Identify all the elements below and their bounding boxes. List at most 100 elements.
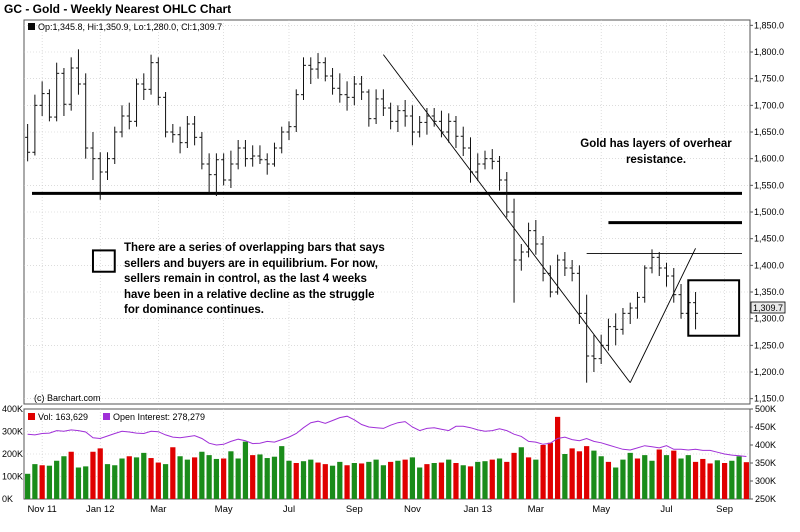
volume-bar: [286, 460, 292, 499]
volume-bar: [177, 456, 183, 499]
ohlc-bar: [271, 142, 277, 167]
ohlc-bar: [395, 105, 401, 132]
volume-bar: [54, 460, 60, 499]
volume-bar: [344, 465, 350, 499]
price-tick-label: 1,650.0: [754, 127, 784, 137]
decline-trendline: [383, 54, 631, 383]
ohlc-bar: [32, 94, 38, 156]
volume-bar: [315, 462, 321, 499]
volume-bar: [162, 464, 169, 499]
ohlc-bar: [134, 78, 140, 127]
volume-legend: Vol: 163,629 Open Interest: 278,279: [28, 412, 205, 422]
ohlc-bar: [351, 76, 357, 106]
volume-tick-label: 100K: [2, 472, 23, 482]
ohlc-bar: [257, 145, 263, 164]
oi-tick-label: 500K: [755, 404, 776, 414]
x-tick-label: Sep: [346, 504, 363, 515]
volume-tick-label: 0K: [2, 494, 13, 504]
open-interest-axis-ticks: 250K 300K 350K 400K 450K 500K: [750, 404, 776, 504]
oi-legend-label: Open Interest: 278,279: [113, 412, 205, 422]
x-axis-labels: Nov 11 Jan 12 Mar May Jul Sep Nov Jan 13 Mar May J…: [27, 504, 733, 515]
volume-bars: [25, 416, 749, 499]
ohlc-bar: [540, 236, 546, 282]
ohlc-bar: [235, 140, 241, 170]
ohlc-bar: [315, 53, 321, 79]
oi-tick-label: 300K: [755, 476, 776, 486]
ohlc-bar: [482, 150, 488, 170]
volume-bar: [199, 451, 205, 499]
ohlc-bar: [504, 172, 510, 218]
ohlc-bar: [279, 126, 285, 154]
ohlc-bar: [388, 102, 394, 130]
volume-bar: [409, 457, 416, 499]
ohlc-bar: [90, 132, 96, 180]
ohlc-bar: [373, 89, 379, 124]
ohlc-bar: [526, 222, 532, 258]
ohlc-bar: [576, 265, 582, 324]
volume-bar: [663, 455, 670, 499]
volume-tick-label: 300K: [2, 427, 23, 437]
volume-axis-ticks: 0K 100K 200K 300K 400K: [2, 404, 23, 504]
volume-bar: [562, 454, 568, 499]
ohlc-bar: [286, 121, 292, 140]
ohlc-header-marker: [28, 23, 35, 30]
ohlc-bar: [163, 92, 169, 138]
volume-bar: [366, 461, 372, 499]
ohlc-header: Op:1,345.8, Hi:1,350.9, Lo:1,280.0, Cl:1…: [38, 22, 222, 32]
ohlc-bar: [39, 81, 45, 116]
volume-bar: [736, 456, 742, 499]
volume-bar: [213, 458, 220, 499]
volume-bar: [453, 463, 459, 499]
ohlc-bar: [104, 152, 110, 180]
ohlc-bar: [693, 292, 699, 330]
ohlc-bar: [569, 260, 575, 282]
price-panel: 1,150.0 1,200.0 1,250.0 1,300.0 1,350.0 1,400…: [23, 19, 786, 405]
volume-bar: [191, 457, 198, 499]
annotation-note-right: Gold has layers of overhear resistance.: [580, 138, 732, 166]
volume-bar: [743, 462, 749, 499]
x-tick-label: Nov: [404, 504, 421, 515]
ohlc-bar: [330, 68, 336, 95]
volume-bar: [373, 459, 379, 499]
ohlc-bar: [112, 126, 118, 164]
volume-bar: [68, 451, 74, 499]
volume-bar: [424, 464, 430, 499]
volume-bar: [25, 473, 31, 499]
last-price-label: 1,309.7: [753, 303, 783, 313]
price-tick-label: 1,200.0: [754, 367, 784, 377]
ohlc-bar: [61, 68, 67, 116]
ohlc-bar: [627, 302, 633, 324]
ohlc-bar: [598, 334, 604, 364]
volume-bar: [358, 463, 365, 499]
volume-bar: [576, 451, 583, 499]
ohlc-bar: [322, 57, 328, 82]
ohlc-bar: [221, 153, 227, 186]
volume-bar: [155, 462, 161, 499]
volume-bar: [475, 461, 481, 499]
volume-bar: [649, 460, 655, 499]
volume-bar: [540, 445, 546, 499]
volume-bar: [504, 461, 510, 499]
volume-bar: [388, 461, 394, 499]
ohlc-bar: [424, 108, 430, 135]
rally-trendline: [629, 248, 696, 383]
volume-bar: [707, 463, 713, 499]
ohlc-bar: [75, 49, 81, 95]
ohlc-bar: [380, 89, 386, 116]
volume-bar: [460, 465, 466, 499]
volume-bar: [525, 457, 532, 499]
price-tick-label: 1,550.0: [754, 180, 784, 190]
volume-bar: [264, 458, 270, 499]
volume-bar: [90, 451, 96, 499]
volume-bar: [692, 461, 699, 499]
ohlc-bar: [649, 249, 655, 274]
volume-bar: [671, 450, 677, 499]
volume-bar: [678, 458, 684, 499]
x-tick-label: Nov 11: [27, 504, 56, 515]
volume-bar: [547, 442, 553, 499]
ohlc-bar: [497, 156, 503, 191]
annotation-boxes: [91, 249, 741, 337]
volume-bar: [61, 456, 67, 499]
ohlc-bar: [584, 294, 590, 383]
